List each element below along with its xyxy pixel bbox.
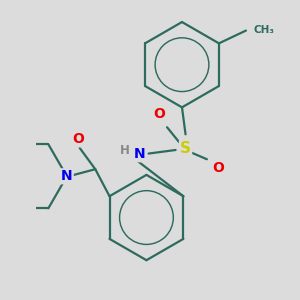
- Text: H: H: [119, 144, 129, 157]
- Text: O: O: [72, 132, 84, 146]
- Text: O: O: [212, 161, 224, 176]
- Text: N: N: [134, 147, 146, 161]
- Text: O: O: [153, 107, 165, 122]
- Text: N: N: [61, 169, 73, 183]
- Text: S: S: [180, 141, 191, 156]
- Text: CH₃: CH₃: [253, 25, 274, 35]
